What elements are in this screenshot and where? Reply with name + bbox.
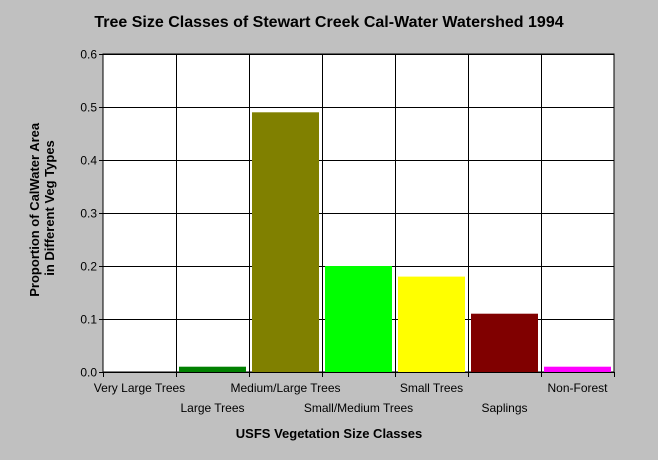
x-tick-label: Saplings [481, 401, 527, 415]
x-tick-label: Medium/Large Trees [230, 381, 340, 395]
bar-medium-large-trees [252, 112, 319, 373]
y-tick-label: 0.4 [80, 154, 97, 168]
chart-title: Tree Size Classes of Stewart Creek Cal-W… [94, 14, 563, 31]
x-tick-label: Small Trees [400, 381, 463, 395]
y-axis-title-line-2: in Different Veg Types [42, 140, 57, 276]
x-tick-label: Very Large Trees [94, 381, 185, 395]
bar-large-trees [179, 366, 246, 372]
bar-small-trees [398, 276, 465, 372]
x-axis-ticks: Very Large Trees Large Trees Medium/Large … [94, 372, 615, 415]
x-tick-label: Non-Forest [547, 381, 608, 395]
y-tick-label: 0.1 [80, 313, 97, 327]
bar-non-forest [544, 366, 611, 372]
y-tick-label: 0.3 [80, 207, 97, 221]
y-axis-ticks: 0.0 0.1 0.2 0.3 0.4 0.5 0.6 [80, 48, 103, 380]
y-tick-label: 0.2 [80, 260, 97, 274]
x-axis-title: USFS Vegetation Size Classes [236, 426, 422, 441]
x-tick-label: Small/Medium Trees [304, 401, 413, 415]
x-tick-label: Large Trees [180, 401, 244, 415]
grid-lines [103, 54, 614, 373]
y-axis-title-line-1: Proportion of CalWater Area [27, 122, 42, 297]
bar-saplings [471, 313, 538, 372]
y-axis-title: Proportion of CalWater Area in Different… [27, 119, 57, 296]
y-tick-label: 0.6 [80, 48, 97, 62]
y-tick-label: 0.5 [80, 101, 97, 115]
bars [179, 112, 611, 373]
y-tick-label: 0.0 [80, 366, 97, 380]
bar-small-medium-trees [325, 266, 392, 372]
